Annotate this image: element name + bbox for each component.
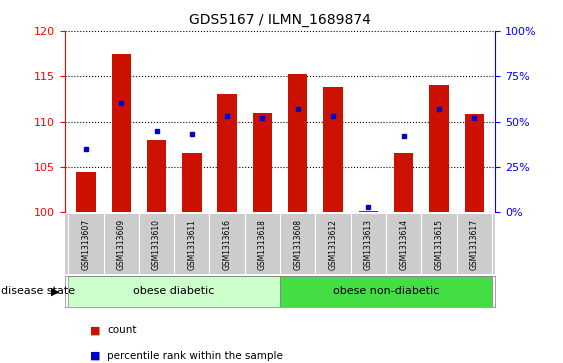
- Text: obese non-diabetic: obese non-diabetic: [333, 286, 439, 296]
- Bar: [253, 113, 272, 212]
- Text: ■: ■: [90, 325, 101, 335]
- Text: GSM1313608: GSM1313608: [293, 219, 302, 270]
- Bar: [429, 85, 449, 212]
- Text: GSM1313611: GSM1313611: [187, 219, 196, 270]
- Text: percentile rank within the sample: percentile rank within the sample: [107, 351, 283, 361]
- Text: GSM1313613: GSM1313613: [364, 219, 373, 270]
- Text: GSM1313614: GSM1313614: [399, 219, 408, 270]
- Bar: [323, 87, 343, 212]
- Bar: [147, 140, 166, 212]
- Title: GDS5167 / ILMN_1689874: GDS5167 / ILMN_1689874: [189, 13, 371, 27]
- Text: GSM1313617: GSM1313617: [470, 219, 479, 270]
- Text: GSM1313618: GSM1313618: [258, 219, 267, 270]
- Text: GSM1313610: GSM1313610: [152, 219, 161, 270]
- Bar: [68, 276, 280, 307]
- Text: obese diabetic: obese diabetic: [133, 286, 215, 296]
- Text: GSM1313616: GSM1313616: [222, 219, 231, 270]
- Text: GSM1313607: GSM1313607: [82, 219, 91, 270]
- Bar: [280, 276, 492, 307]
- Bar: [217, 94, 237, 212]
- Bar: [111, 53, 131, 212]
- Bar: [182, 153, 202, 212]
- Text: GSM1313609: GSM1313609: [117, 219, 126, 270]
- Bar: [359, 211, 378, 212]
- Text: ■: ■: [90, 351, 101, 361]
- Text: count: count: [107, 325, 136, 335]
- Bar: [394, 153, 413, 212]
- Text: GSM1313615: GSM1313615: [435, 219, 444, 270]
- Text: ▶: ▶: [51, 286, 59, 296]
- Bar: [76, 171, 96, 212]
- Bar: [464, 114, 484, 212]
- Text: disease state: disease state: [1, 286, 75, 296]
- Text: GSM1313612: GSM1313612: [329, 219, 338, 270]
- Bar: [288, 73, 307, 212]
